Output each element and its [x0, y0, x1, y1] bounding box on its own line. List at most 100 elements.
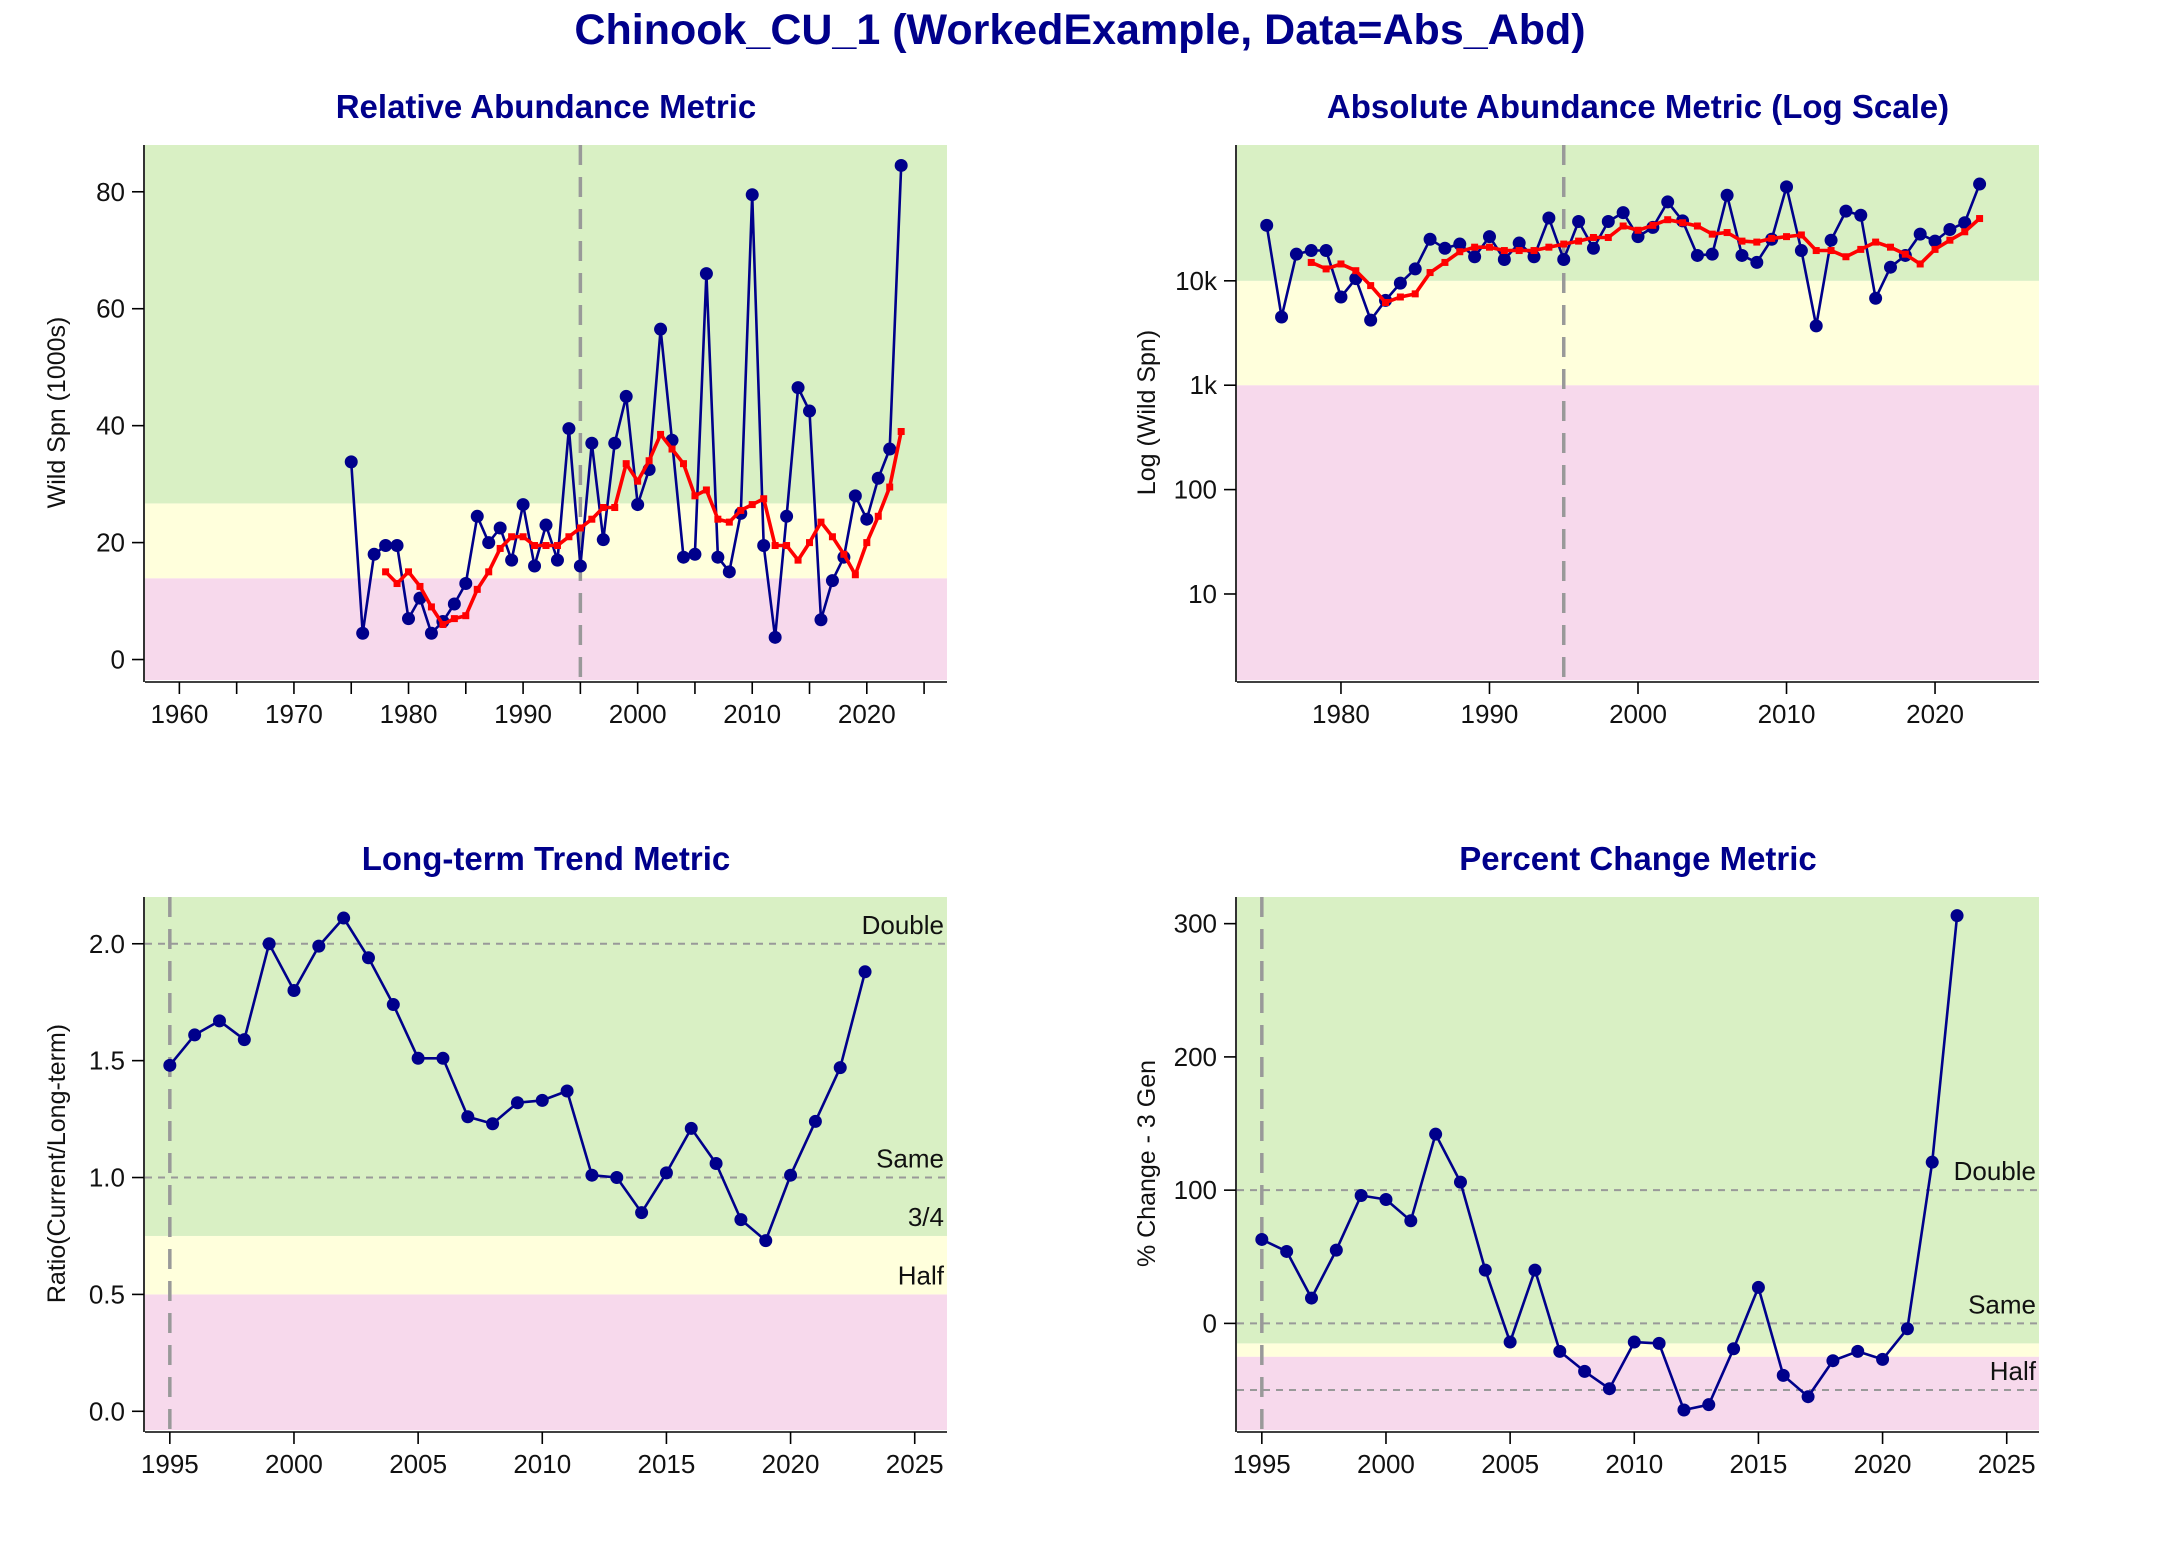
moving-average-point	[794, 556, 802, 564]
moving-average-point	[622, 460, 630, 468]
data-point	[1468, 250, 1482, 264]
moving-average-point	[1857, 245, 1865, 253]
x-tick-label: 2010	[1758, 699, 1816, 729]
moving-average-point	[1797, 231, 1805, 239]
moving-average-point	[1500, 247, 1508, 255]
x-tick-label: 1960	[150, 699, 208, 729]
moving-average-point	[886, 483, 894, 491]
data-point	[337, 911, 351, 925]
moving-average-point	[691, 492, 699, 500]
moving-average-point	[405, 568, 413, 576]
data-point	[722, 565, 736, 579]
data-point	[1809, 319, 1823, 333]
y-tick-label: 1k	[1190, 370, 1218, 400]
moving-average-point	[393, 580, 401, 588]
data-point	[709, 1157, 723, 1170]
y-axis-label: Log (Wild Spn)	[1133, 330, 1161, 495]
data-point	[1280, 1244, 1294, 1258]
moving-average-point	[439, 620, 447, 628]
data-point	[1478, 1263, 1492, 1277]
moving-average-point	[1545, 243, 1553, 251]
x-tick-label: 2005	[1481, 1449, 1539, 1479]
zone-red	[1237, 1356, 2039, 1430]
moving-average-point	[1901, 250, 1909, 258]
data-point	[1958, 216, 1972, 230]
data-point	[1512, 236, 1526, 250]
moving-average-point	[416, 582, 424, 590]
data-point	[711, 550, 725, 564]
moving-average-point	[783, 542, 791, 550]
x-tick-label: 2015	[1730, 1449, 1788, 1479]
data-point	[367, 547, 381, 561]
data-point	[1255, 1232, 1269, 1246]
data-point	[608, 436, 622, 450]
main-title: Chinook_CU_1 (WorkedExample, Data=Abs_Ab…	[574, 6, 1586, 54]
moving-average-point	[1589, 233, 1597, 241]
data-point	[482, 536, 496, 550]
y-tick-label: 40	[96, 411, 125, 441]
moving-average-point	[588, 515, 596, 523]
moving-average-point	[1530, 247, 1538, 255]
data-point	[883, 442, 897, 456]
data-point	[1429, 1127, 1443, 1141]
data-point	[447, 597, 461, 611]
data-point	[361, 951, 375, 965]
data-point	[1408, 262, 1422, 276]
data-point	[1304, 1291, 1318, 1305]
data-point	[659, 1166, 673, 1180]
data-point	[688, 547, 702, 561]
data-point	[1735, 248, 1749, 262]
data-point	[356, 626, 370, 640]
moving-average-point	[1471, 243, 1479, 251]
data-point	[1854, 208, 1868, 222]
data-point	[1393, 276, 1407, 290]
y-tick-label: 300	[1174, 909, 1217, 939]
data-point	[386, 998, 400, 1012]
data-point	[1824, 233, 1838, 247]
data-point	[1776, 1368, 1790, 1382]
y-tick-label: 100	[1174, 1175, 1217, 1205]
moving-average-point	[1337, 260, 1345, 268]
x-tick-label: 2020	[1906, 699, 1964, 729]
data-point	[1334, 290, 1348, 304]
zone-red	[145, 1294, 947, 1430]
data-point	[1876, 1352, 1890, 1366]
x-tick-label: 2010	[723, 699, 781, 729]
data-point	[1601, 215, 1615, 229]
moving-average-point	[599, 504, 607, 512]
panel-title: Absolute Abundance Metric (Log Scale)	[1327, 88, 1949, 125]
data-point	[212, 1014, 226, 1028]
moving-average-point	[1916, 260, 1924, 268]
moving-average-point	[1352, 267, 1360, 275]
y-tick-label: 0.0	[89, 1396, 125, 1426]
moving-average-point	[485, 568, 493, 576]
data-point	[1826, 1354, 1840, 1368]
zone-green	[1237, 145, 2039, 281]
data-point	[1883, 260, 1897, 274]
panel-title: Percent Change Metric	[1459, 840, 1817, 877]
x-tick-label: 2000	[609, 699, 667, 729]
moving-average-point	[1783, 233, 1791, 241]
data-point	[163, 1058, 177, 1072]
data-point	[188, 1028, 202, 1042]
data-point	[585, 436, 599, 450]
x-tick-label: 2025	[1978, 1449, 2036, 1479]
moving-average-point	[1426, 269, 1434, 277]
x-tick-label: 2000	[265, 1449, 323, 1479]
data-point	[684, 1121, 698, 1135]
data-point	[539, 518, 553, 532]
moving-average-point	[1961, 228, 1969, 236]
moving-average-point	[714, 515, 722, 523]
data-point	[1720, 188, 1734, 202]
moving-average-point	[634, 477, 642, 485]
moving-average-point	[1411, 290, 1419, 298]
zone-amber	[1237, 1343, 2039, 1357]
moving-average-point	[576, 524, 584, 532]
data-point	[791, 381, 805, 395]
data-point	[1652, 1336, 1666, 1350]
data-point	[390, 539, 404, 553]
panel-absolute-abundance: 1980 1990 2000 2010 2020 10 100 1k 10k Log (Wild …	[1133, 88, 2039, 729]
data-point	[1364, 313, 1378, 327]
moving-average-point	[427, 603, 435, 611]
data-point	[1751, 1280, 1765, 1294]
